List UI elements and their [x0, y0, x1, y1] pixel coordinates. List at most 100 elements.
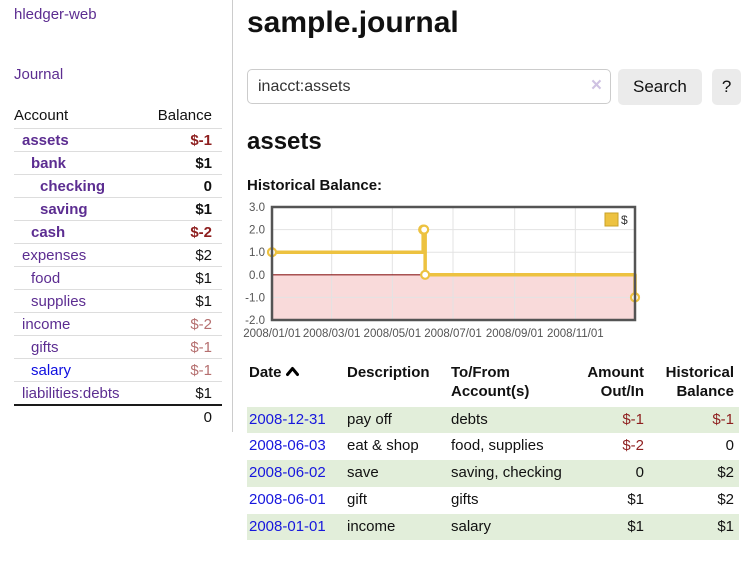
- transaction-description: eat & shop: [347, 437, 419, 455]
- svg-text:-2.0: -2.0: [245, 315, 265, 327]
- sidebar: hledger-web Journal Account Balance asse…: [0, 0, 233, 432]
- transaction-row[interactable]: 2008-12-31 pay off debts $-1 $-1: [247, 406, 739, 434]
- account-balance: $-2: [143, 220, 222, 244]
- account-row: food $1: [14, 266, 222, 290]
- account-row: supplies $1: [14, 289, 222, 313]
- header-date[interactable]: Date: [247, 360, 345, 407]
- account-balance: $1: [143, 266, 222, 290]
- transaction-date-link[interactable]: 2008-06-03: [249, 437, 326, 455]
- transaction-accounts: saving, checking: [449, 460, 569, 487]
- account-balance: $-2: [143, 312, 222, 336]
- accounts-header-row: Account Balance: [14, 104, 222, 129]
- accounts-body: assets $-1 bank $1 checking 0 saving $1 cash $-2 e…: [14, 128, 222, 405]
- page-title: sample.journal: [247, 6, 459, 39]
- search-input-wrap: ×: [247, 69, 611, 104]
- account-balance: $1: [143, 151, 222, 175]
- app-title-link[interactable]: hledger-web: [14, 6, 97, 23]
- account-balance: $1: [143, 381, 222, 405]
- svg-text:0.0: 0.0: [249, 269, 265, 281]
- accounts-total-row: 0: [14, 404, 222, 428]
- accounts-table: Account Balance assets $-1 bank $1 checking 0…: [14, 104, 222, 428]
- search-button[interactable]: Search: [618, 68, 702, 105]
- svg-text:2008/03/01: 2008/03/01: [303, 328, 361, 340]
- header-accounts: To/From Account(s): [451, 363, 530, 401]
- account-link[interactable]: liabilities:debts: [22, 384, 120, 402]
- account-link[interactable]: assets: [22, 131, 69, 149]
- svg-text:-1.0: -1.0: [245, 292, 265, 304]
- account-balance: $-1: [143, 128, 222, 152]
- svg-text:2008/05/01: 2008/05/01: [364, 328, 422, 340]
- accounts-total-value: 0: [143, 404, 222, 428]
- account-link[interactable]: expenses: [22, 246, 87, 264]
- accounts-total-spacer: [14, 404, 144, 428]
- account-row: salary $-1: [14, 358, 222, 382]
- sidebar-item-journal: Journal: [14, 66, 232, 84]
- account-balance: $-1: [143, 335, 222, 359]
- transaction-date-link[interactable]: 2008-06-01: [249, 490, 326, 508]
- transaction-row[interactable]: 2008-06-01 gift gifts $1 $2: [247, 487, 739, 514]
- account-heading: assets: [247, 127, 322, 155]
- chart-legend: $: [604, 212, 628, 227]
- account-row: liabilities:debts $1: [14, 381, 222, 405]
- app-title: hledger-web: [14, 6, 232, 24]
- transaction-accounts: food, supplies: [451, 437, 544, 455]
- main-content: sample.journal × Search ? assets Histori…: [233, 0, 742, 541]
- transaction-row[interactable]: 2008-01-01 income salary $1 $1: [247, 513, 739, 541]
- transaction-amount: $1: [627, 490, 644, 508]
- transaction-accounts: salary: [449, 513, 569, 541]
- accounts-header-account: Account: [14, 107, 69, 124]
- account-row: expenses $2: [14, 243, 222, 267]
- search-form: × Search ?: [247, 68, 742, 105]
- account-balance: $1: [143, 197, 222, 221]
- transaction-date-link[interactable]: 2008-06-02: [249, 464, 326, 481]
- account-link[interactable]: food: [31, 269, 61, 287]
- account-link[interactable]: cash: [31, 223, 66, 241]
- transaction-description: income: [345, 513, 449, 541]
- account-balance: 0: [143, 174, 222, 198]
- account-balance: $-1: [143, 358, 222, 382]
- help-button[interactable]: ?: [711, 68, 742, 105]
- transaction-balance: $2: [649, 460, 739, 487]
- transaction-row[interactable]: 2008-06-03 eat & shop food, supplies $-2 0: [247, 433, 739, 460]
- svg-text:2008/09/01: 2008/09/01: [486, 328, 544, 340]
- header-description: Description: [347, 363, 430, 381]
- transaction-accounts: gifts: [451, 490, 479, 508]
- account-link[interactable]: supplies: [31, 292, 87, 310]
- svg-text:2008/11/01: 2008/11/01: [547, 328, 604, 340]
- header-amount: Amount Out/In: [587, 363, 644, 401]
- transaction-amount: $-1: [569, 406, 649, 434]
- account-balance: $2: [143, 243, 222, 267]
- svg-text:2.0: 2.0: [249, 224, 265, 236]
- chart-heading: Historical Balance:: [247, 176, 383, 194]
- account-link[interactable]: gifts: [31, 338, 59, 356]
- header-balance: Historical Balance: [665, 363, 734, 401]
- sort-ascending-icon: [285, 363, 299, 383]
- svg-text:2008/01/01: 2008/01/01: [243, 328, 301, 340]
- search-input[interactable]: [247, 69, 611, 104]
- transaction-row[interactable]: 2008-06-02 save saving, checking 0 $2: [247, 460, 739, 487]
- account-link[interactable]: checking: [40, 177, 106, 195]
- transaction-amount: $-2: [622, 437, 644, 455]
- journal-link[interactable]: Journal: [14, 66, 64, 83]
- page: hledger-web Journal Account Balance asse…: [0, 0, 742, 541]
- svg-text:2008/07/01: 2008/07/01: [424, 328, 482, 340]
- transaction-balance: 0: [725, 437, 734, 455]
- clear-search-icon[interactable]: ×: [590, 75, 602, 96]
- header-date-label: Date: [249, 363, 282, 381]
- accounts-header-balance: Balance: [157, 107, 212, 124]
- transaction-amount: $1: [569, 513, 649, 541]
- transaction-date-link[interactable]: 2008-12-31: [249, 410, 326, 428]
- account-row: checking 0: [14, 174, 222, 198]
- transactions-body: 2008-12-31 pay off debts $-1 $-1 2008-06-03 ea…: [247, 406, 739, 541]
- transaction-date-link[interactable]: 2008-01-01: [249, 517, 326, 535]
- account-row: bank $1: [14, 151, 222, 175]
- historical-balance-chart: $3.0 2.0 1.0 0.0 -1.0 -2.0 2008/01/01 2008/03/0…: [243, 202, 741, 351]
- account-link[interactable]: income: [22, 315, 71, 333]
- account-link[interactable]: salary: [31, 361, 72, 379]
- account-link[interactable]: saving: [40, 200, 88, 218]
- account-row: assets $-1: [14, 128, 222, 152]
- transactions-header-row: Date Description To/From Account(s) Amou…: [247, 360, 739, 407]
- transaction-description: pay off: [345, 406, 449, 434]
- account-link[interactable]: bank: [31, 154, 67, 172]
